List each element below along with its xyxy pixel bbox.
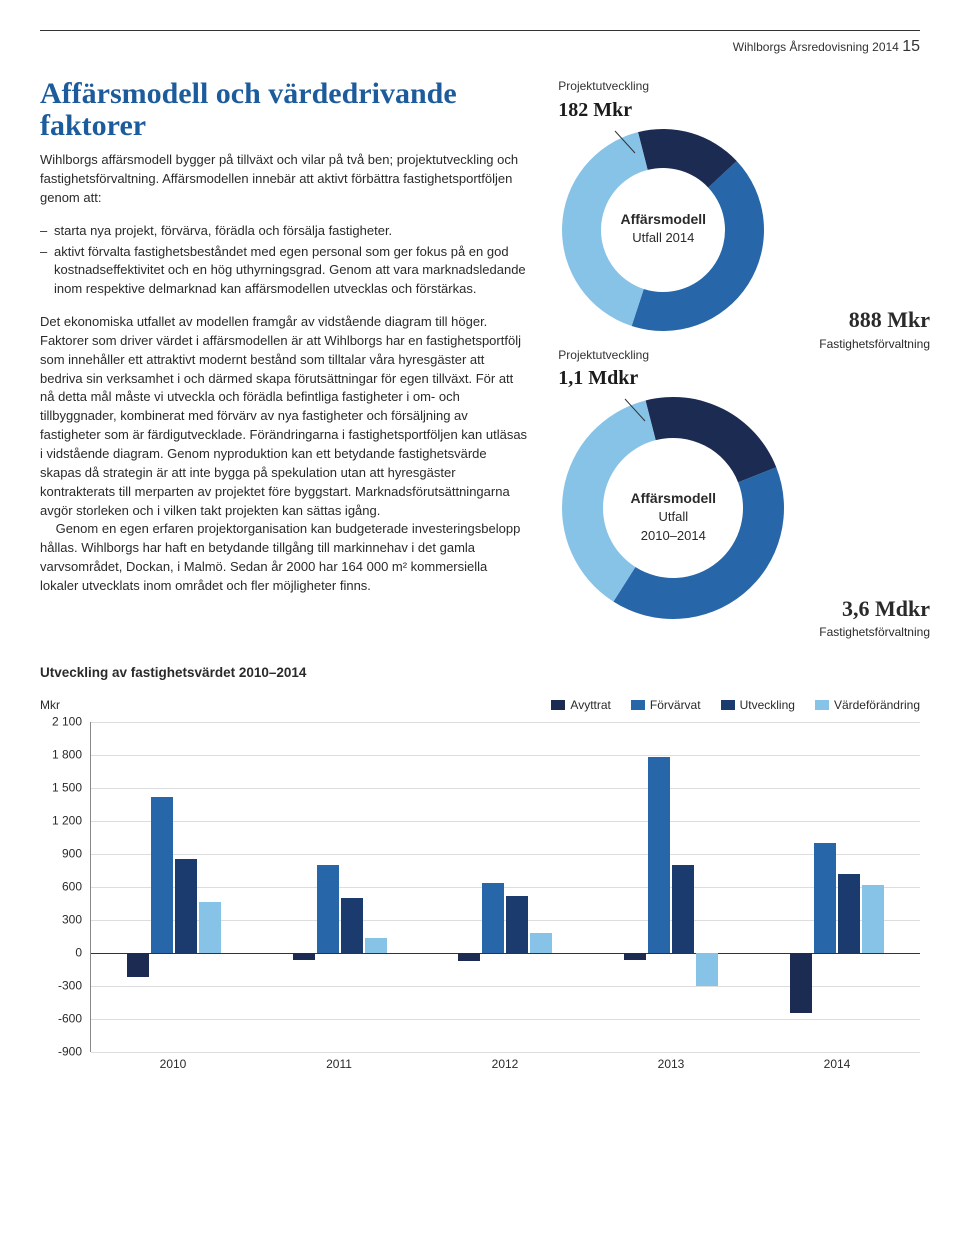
y-tick: 900 — [40, 845, 82, 862]
x-tick: 2010 — [90, 1056, 256, 1073]
donut-top-label: Projektutveckling — [558, 347, 920, 364]
bar — [862, 885, 884, 953]
plot-row: 2 1001 8001 5001 2009006003000-300-600-9… — [40, 722, 920, 1052]
y-tick: 300 — [40, 911, 82, 928]
page-number: 15 — [902, 38, 920, 55]
y-tick: 1 800 — [40, 746, 82, 763]
donut-center: AffärsmodellUtfall2010–2014 — [558, 488, 788, 546]
donut-top-value: 1,1 Mdkr — [558, 364, 920, 393]
legend-item: Utveckling — [721, 697, 795, 714]
bullets: starta nya projekt, förvärva, förädla oc… — [40, 222, 528, 299]
donut-column: Projektutveckling182 MkrAffärsmodellUtfa… — [558, 78, 920, 623]
x-axis: 20102011201220132014 — [90, 1056, 920, 1073]
year-group — [588, 722, 754, 1052]
donut-center-sub: Utfall 2014 — [558, 229, 768, 248]
plot-area — [90, 722, 920, 1052]
legend-row: Mkr Avyttrat Förvärvat Utveckling Värdeförä… — [40, 697, 920, 714]
y-tick: 0 — [40, 944, 82, 961]
bar — [648, 757, 670, 953]
donut-slice — [646, 397, 777, 482]
x-tick: 2012 — [422, 1056, 588, 1073]
legend-item: Avyttrat — [551, 697, 610, 714]
year-group — [91, 722, 257, 1052]
legend-swatch — [631, 700, 645, 710]
y-tick: -600 — [40, 1010, 82, 1027]
donut-center-sub: Utfall — [558, 508, 788, 527]
year-group — [257, 722, 423, 1052]
donut-center: AffärsmodellUtfall 2014 — [558, 209, 768, 248]
legend-items: Avyttrat Förvärvat Utveckling Värdeförändri… — [551, 697, 920, 714]
donut-chart-2010-2014: Projektutveckling1,1 Mdkr AffärsmodellUtf… — [558, 347, 920, 623]
text-column: Affärsmodell och värdedrivande faktorer … — [40, 78, 528, 623]
bars-layer — [91, 722, 920, 1052]
y-tick: 2 100 — [40, 713, 82, 730]
bar — [838, 874, 860, 953]
y-axis-label: Mkr — [40, 697, 60, 714]
legend-swatch — [815, 700, 829, 710]
x-tick: 2014 — [754, 1056, 920, 1073]
bar — [624, 953, 646, 960]
bar — [151, 797, 173, 953]
bar — [341, 898, 363, 953]
two-column-layout: Affärsmodell och värdedrivande faktorer … — [40, 78, 920, 623]
donut-center-title: Affärsmodell — [558, 488, 788, 508]
x-tick: 2013 — [588, 1056, 754, 1073]
donut-top-value: 182 Mkr — [558, 96, 920, 125]
bullet-item: starta nya projekt, förvärva, förädla oc… — [40, 222, 528, 241]
y-axis: 2 1001 8001 5001 2009006003000-300-600-9… — [40, 722, 90, 1052]
y-tick: -300 — [40, 977, 82, 994]
bar — [293, 953, 315, 960]
bar — [175, 859, 197, 953]
bar-chart-title: Utveckling av fastighetsvärdet 2010–2014 — [40, 663, 920, 683]
year-group — [423, 722, 589, 1052]
donut-center-sub2: 2010–2014 — [558, 527, 788, 546]
bar — [696, 953, 718, 986]
donut-top-label: Projektutveckling — [558, 78, 920, 95]
bar — [365, 938, 387, 953]
legend-swatch — [721, 700, 735, 710]
page-title: Affärsmodell och värdedrivande faktorer — [40, 78, 528, 141]
bar — [530, 933, 552, 953]
page-header: Wihlborgs Årsredovisning 2014 15 — [40, 35, 920, 58]
grid-line — [91, 1052, 920, 1053]
header-rule — [40, 30, 920, 31]
y-tick: -900 — [40, 1043, 82, 1060]
bar — [199, 902, 221, 953]
bar — [127, 953, 149, 977]
donut-right-value: 3,6 Mdkr — [819, 593, 930, 625]
intro-paragraph: Wihlborgs affärsmodell bygger på tillväx… — [40, 151, 528, 208]
bar-chart-section: Utveckling av fastighetsvärdet 2010–2014… — [40, 663, 920, 1073]
year-group — [754, 722, 920, 1052]
y-tick: 600 — [40, 878, 82, 895]
bar — [317, 865, 339, 953]
bullet-item: aktivt förvalta fastighetsbeståndet med … — [40, 243, 528, 300]
bar — [506, 896, 528, 953]
legend-item: Förvärvat — [631, 697, 701, 714]
bar — [814, 843, 836, 953]
bar — [458, 953, 480, 961]
donut-center-title: Affärsmodell — [558, 209, 768, 229]
donut-right-value: 888 Mkr — [819, 304, 930, 336]
body-paragraph-1: Det ekonomiska utfallet av modellen fram… — [40, 313, 528, 520]
body-paragraph-2: Genom en egen erfaren projektorganisatio… — [40, 520, 528, 595]
bar — [790, 953, 812, 1014]
doc-title: Wihlborgs Årsredovisning 2014 — [733, 40, 899, 54]
x-tick: 2011 — [256, 1056, 422, 1073]
donut-chart-2014: Projektutveckling182 Mkr AffärsmodellUtfa… — [558, 78, 920, 334]
donut-right-label: 3,6 MdkrFastighetsförvaltning — [819, 593, 930, 642]
y-tick: 1 200 — [40, 812, 82, 829]
y-tick: 1 500 — [40, 779, 82, 796]
donut-right-sub: Fastighetsförvaltning — [819, 624, 930, 641]
legend-swatch — [551, 700, 565, 710]
legend-item: Värdeförändring — [815, 697, 920, 714]
bar — [672, 865, 694, 953]
bar — [482, 883, 504, 953]
